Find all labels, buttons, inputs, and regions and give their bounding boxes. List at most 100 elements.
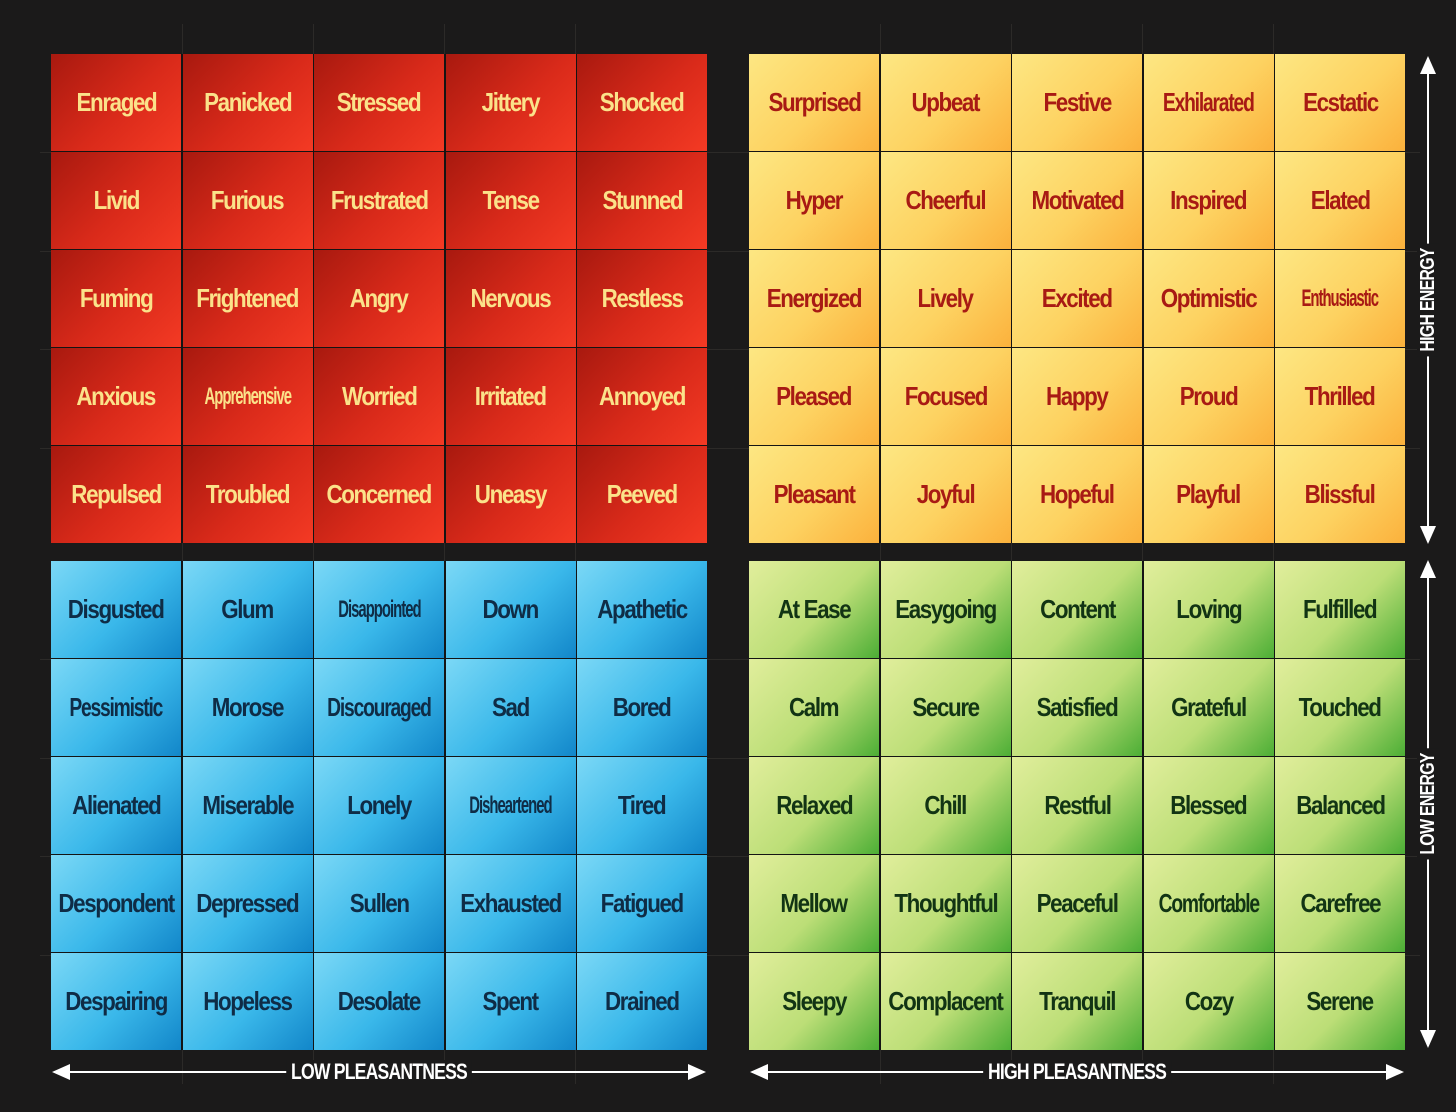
- emotion-cell-restless: Restless: [577, 250, 707, 347]
- emotion-cell-troubled: Troubled: [182, 446, 313, 543]
- emotion-cell-grateful: Grateful: [1143, 659, 1274, 756]
- emotion-cell-enthusiastic: Enthusiastic: [1275, 250, 1405, 347]
- arrow-right-icon: [688, 1064, 706, 1080]
- emotion-label: Frightened: [196, 283, 300, 313]
- background-grid-line: [40, 349, 1420, 350]
- emotion-cell-peaceful: Peaceful: [1012, 855, 1142, 952]
- emotion-cell-miserable: Miserable: [182, 757, 313, 854]
- emotion-label: Stressed: [337, 87, 422, 117]
- emotion-cell-down: Down: [445, 561, 576, 658]
- emotion-label: Complacent: [888, 986, 1004, 1016]
- emotion-cell-worried: Worried: [314, 348, 444, 445]
- emotion-label: Jittery: [481, 87, 541, 117]
- emotion-label: Despondent: [58, 888, 175, 918]
- axis-low-pleasantness: LOW PLEASANTNESS: [52, 1060, 706, 1084]
- emotion-label: Cozy: [1184, 986, 1234, 1016]
- emotion-label: Fulfilled: [1303, 594, 1378, 624]
- emotion-cell-easygoing: Easygoing: [880, 561, 1011, 658]
- emotion-cell-blessed: Blessed: [1143, 757, 1274, 854]
- emotion-label: Concerned: [326, 479, 433, 509]
- background-grid-line: [40, 758, 1420, 759]
- emotion-label: Blissful: [1305, 479, 1376, 509]
- emotion-cell-content: Content: [1012, 561, 1142, 658]
- emotion-cell-furious: Furious: [182, 152, 313, 249]
- emotion-label: Angry: [350, 283, 409, 313]
- emotion-label: Frustrated: [330, 185, 429, 215]
- emotion-label: Sleepy: [782, 986, 847, 1016]
- quadrant-yellow-high-energy-high-pleasantness: Surprised Upbeat Festive Exhilarated Ecstati…: [749, 54, 1405, 543]
- emotion-cell-hyper: Hyper: [749, 152, 879, 249]
- emotion-label: Glum: [221, 594, 275, 624]
- emotion-label: Serene: [1306, 986, 1375, 1016]
- emotion-label: Lively: [917, 283, 975, 313]
- emotion-cell-angry: Angry: [314, 250, 444, 347]
- emotion-cell-hopeful: Hopeful: [1012, 446, 1142, 543]
- axis-label-high-pleasantness: HIGH PLEASANTNESS: [983, 1060, 1171, 1084]
- emotion-label: Satisfied: [1036, 692, 1119, 722]
- emotion-cell-panicked: Panicked: [182, 54, 313, 151]
- emotion-label: Depressed: [196, 888, 300, 918]
- emotion-label: Livid: [93, 185, 140, 215]
- arrow-up-icon: [1420, 560, 1436, 578]
- emotion-label: Despairing: [65, 986, 168, 1016]
- emotion-label: Troubled: [205, 479, 291, 509]
- emotion-label: Restful: [1043, 790, 1112, 820]
- emotion-cell-apathetic: Apathetic: [577, 561, 707, 658]
- emotion-cell-excited: Excited: [1012, 250, 1142, 347]
- emotion-cell-apprehensive: Apprehensive: [182, 348, 313, 445]
- emotion-cell-sullen: Sullen: [314, 855, 444, 952]
- emotion-label: Joyful: [916, 479, 976, 509]
- emotion-label: Inspired: [1170, 185, 1248, 215]
- axis-label-low-energy: LOW ENERGY: [1417, 748, 1439, 860]
- emotion-label: Lonely: [347, 790, 412, 820]
- emotion-label: Thrilled: [1305, 381, 1376, 411]
- emotion-cell-fuming: Fuming: [51, 250, 181, 347]
- emotion-cell-drained: Drained: [577, 953, 707, 1050]
- emotion-label: Miserable: [202, 790, 294, 820]
- background-grid-line: [40, 152, 1420, 153]
- emotion-cell-blissful: Blissful: [1275, 446, 1405, 543]
- emotion-label: Alienated: [71, 790, 162, 820]
- emotion-cell-carefree: Carefree: [1275, 855, 1405, 952]
- emotion-cell-tense: Tense: [445, 152, 576, 249]
- emotion-label: Hyper: [785, 185, 844, 215]
- emotion-label: Furious: [211, 185, 285, 215]
- background-grid-line: [40, 448, 1420, 449]
- emotion-cell-playful: Playful: [1143, 446, 1274, 543]
- emotion-label: Touched: [1299, 692, 1382, 722]
- emotion-label: Loving: [1175, 594, 1242, 624]
- emotion-cell-stunned: Stunned: [577, 152, 707, 249]
- emotion-label: Exhausted: [460, 888, 562, 918]
- emotion-cell-serene: Serene: [1275, 953, 1405, 1050]
- emotion-cell-nervous: Nervous: [445, 250, 576, 347]
- emotion-cell-chill: Chill: [880, 757, 1011, 854]
- background-grid-line: [313, 24, 314, 1084]
- emotion-label: Elated: [1310, 185, 1371, 215]
- emotion-cell-lonely: Lonely: [314, 757, 444, 854]
- emotion-cell-disgusted: Disgusted: [51, 561, 181, 658]
- background-grid-line: [880, 24, 881, 1084]
- emotion-label: Disgusted: [68, 594, 165, 624]
- emotion-label: At Ease: [777, 594, 852, 624]
- emotion-cell-annoyed: Annoyed: [577, 348, 707, 445]
- background-grid-line: [40, 659, 1420, 660]
- emotion-cell-concerned: Concerned: [314, 446, 444, 543]
- quadrant-red-high-energy-low-pleasantness: Enraged Panicked Stressed Jittery Shocked Liv…: [51, 54, 707, 543]
- emotion-label: Pleased: [776, 381, 853, 411]
- background-grid-line: [1142, 24, 1143, 1084]
- emotion-cell-repulsed: Repulsed: [51, 446, 181, 543]
- emotion-label: Down: [482, 594, 540, 624]
- emotion-label: Tired: [618, 790, 667, 820]
- emotion-label: Nervous: [470, 283, 552, 313]
- emotion-cell-spent: Spent: [445, 953, 576, 1050]
- emotion-label: Surprised: [768, 87, 861, 117]
- emotion-cell-surprised: Surprised: [749, 54, 879, 151]
- emotion-label: Disappointed: [337, 595, 421, 623]
- background-grid-line: [1273, 24, 1274, 1084]
- emotion-cell-cheerful: Cheerful: [880, 152, 1011, 249]
- emotion-label: Optimistic: [1160, 283, 1258, 313]
- emotion-cell-loving: Loving: [1143, 561, 1274, 658]
- emotion-cell-energized: Energized: [749, 250, 879, 347]
- emotion-label: Hopeful: [1040, 479, 1115, 509]
- emotion-cell-relaxed: Relaxed: [749, 757, 879, 854]
